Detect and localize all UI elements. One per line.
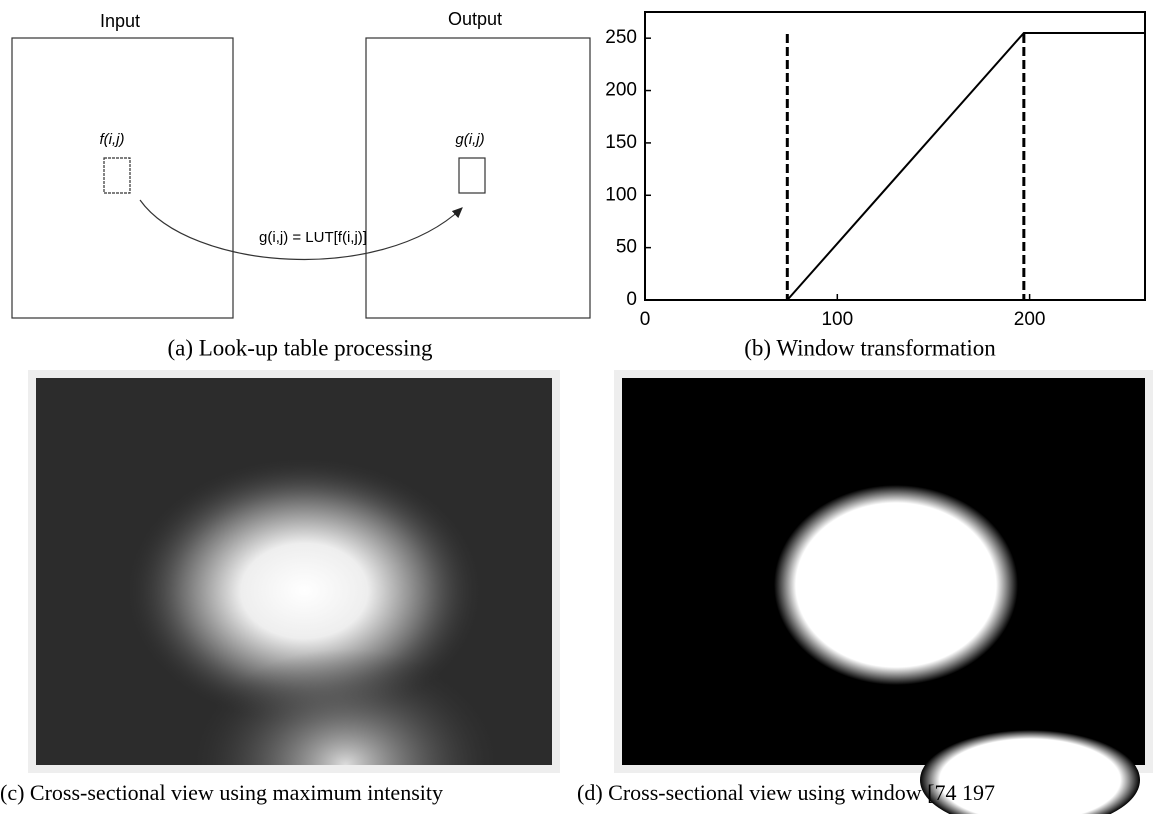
y-tick-label: 250	[605, 27, 637, 48]
window-image	[614, 370, 1153, 814]
input-label: Input	[100, 11, 140, 31]
mapping-label: g(i,j) = LUT[f(i,j)]	[259, 229, 367, 246]
page: {"figure": { "panel_a": {"input_label": …	[0, 0, 1153, 814]
line	[787, 33, 1145, 300]
image-blob	[36, 378, 552, 765]
lut-diagram	[12, 38, 590, 318]
image-blob	[774, 485, 1018, 685]
y-tick-label: 100	[605, 184, 637, 205]
figure: Input Output f(i,j) g(i,j) g(i,j) = LUT[…	[0, 0, 1153, 814]
input-pixel-label: f(i,j)	[100, 131, 125, 148]
caption: (d) Cross-sectional view using window [7…	[577, 780, 995, 805]
y-tick-label: 200	[605, 80, 637, 101]
caption: (b) Window transformation	[744, 335, 996, 360]
input-pixel-box	[104, 158, 130, 193]
x-tick-label: 200	[1014, 309, 1046, 330]
y-tick-label: 150	[605, 132, 637, 153]
x-tick-label: 100	[821, 309, 853, 330]
x-tick-label: 0	[640, 309, 651, 330]
y-tick-label: 50	[616, 237, 637, 258]
output-label: Output	[448, 9, 502, 29]
y-tick-label: 0	[626, 289, 637, 310]
input-box	[12, 38, 233, 318]
caption: (a) Look-up table processing	[167, 335, 433, 360]
caption: (c) Cross-sectional view using maximum i…	[0, 780, 443, 805]
output-box	[366, 38, 590, 318]
plot-frame	[645, 12, 1145, 300]
output-pixel-box	[459, 158, 485, 193]
mip-image	[28, 370, 560, 773]
window-chart: 0 50 100 150 200 250 0 100 200	[605, 12, 1145, 330]
output-pixel-label: g(i,j)	[455, 131, 484, 148]
